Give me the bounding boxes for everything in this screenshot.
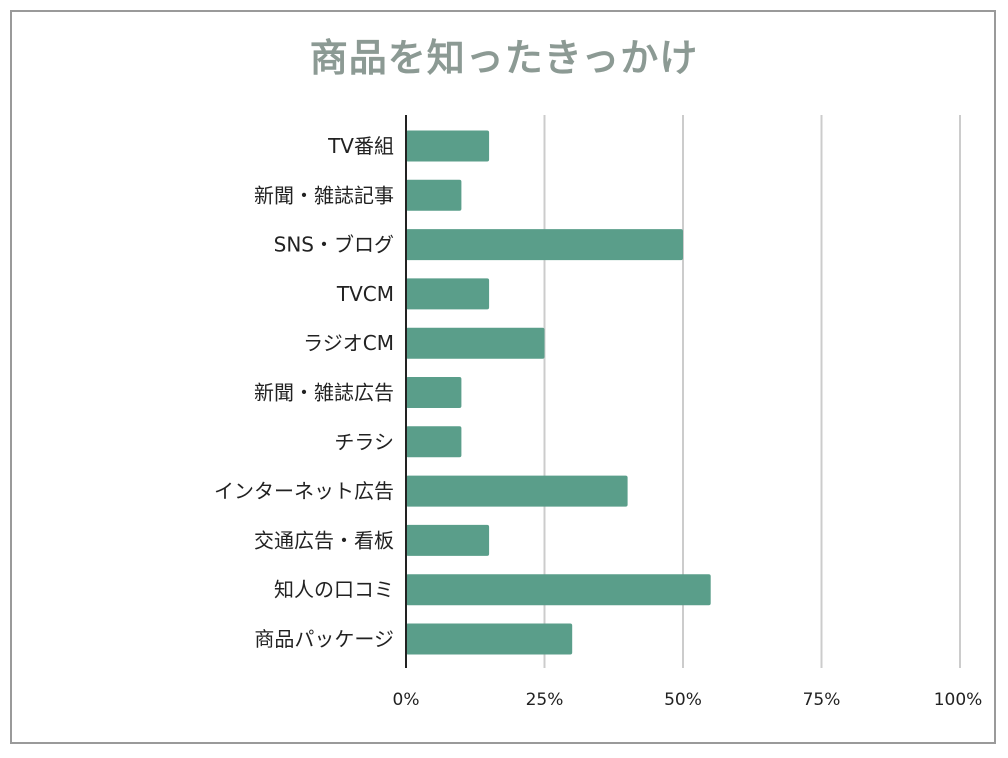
bar-8 bbox=[406, 524, 490, 556]
category-label-1: 新聞・雑誌記事 bbox=[254, 183, 394, 207]
x-tick-label-0: 0% bbox=[393, 690, 420, 710]
bar-3 bbox=[406, 278, 490, 310]
bar-5 bbox=[406, 377, 462, 408]
category-label-5: 新聞・雑誌広告 bbox=[254, 381, 394, 405]
bar-10 bbox=[406, 623, 573, 655]
category-label-8: 交通広告・看板 bbox=[254, 528, 394, 552]
bar-9 bbox=[406, 574, 711, 606]
bar-6 bbox=[406, 426, 462, 458]
x-tick-label-3: 75% bbox=[803, 690, 841, 710]
category-label-10: 商品パッケージ bbox=[254, 627, 394, 651]
bar-4 bbox=[406, 327, 545, 359]
x-tick-label-1: 25% bbox=[526, 690, 564, 710]
bars bbox=[406, 130, 711, 655]
category-label-9: 知人の口コミ bbox=[274, 578, 394, 602]
x-tick-labels: 0% 25% 50% 75% 100% bbox=[393, 690, 983, 710]
category-label-6: チラシ bbox=[334, 430, 394, 454]
bar-0 bbox=[406, 130, 490, 162]
category-label-7: インターネット広告 bbox=[214, 479, 394, 503]
category-label-0: TV番組 bbox=[327, 134, 394, 158]
category-label-3: TVCM bbox=[336, 282, 394, 306]
bar-7 bbox=[406, 475, 628, 507]
category-label-2: SNS・ブログ bbox=[274, 233, 394, 257]
bar-1 bbox=[406, 179, 462, 211]
x-tick-label-2: 50% bbox=[664, 690, 702, 710]
category-label-4: ラジオCM bbox=[303, 331, 394, 355]
x-tick-label-4: 100% bbox=[934, 690, 983, 710]
bar-2 bbox=[406, 229, 683, 261]
chart-title: 商品を知ったきっかけ bbox=[309, 36, 699, 80]
chart-frame bbox=[10, 10, 996, 744]
